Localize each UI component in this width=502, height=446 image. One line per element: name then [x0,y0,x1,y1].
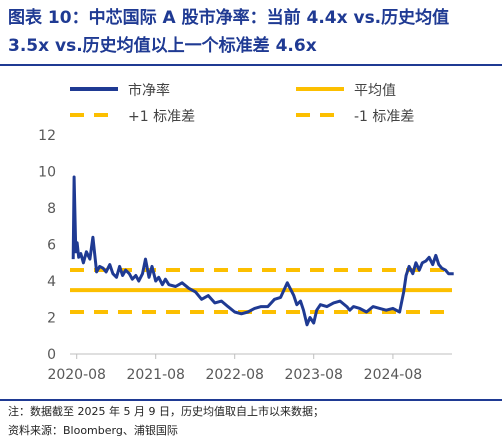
x-tick-label: 2020-08 [47,367,106,383]
x-tick-label: 2022-08 [205,367,264,383]
y-tick-label: 12 [38,128,56,144]
title-divider [0,64,502,66]
y-axis: 0 2 4 6 8 10 12 [38,128,56,363]
legend-label-pb: 市净率 [128,82,170,99]
legend: 市净率 平均值 +1 标准差 -1 标准差 [70,82,414,125]
x-tick-label: 2023-08 [284,367,343,383]
footer-divider [0,399,502,401]
footnote: 注：数据截至 2025 年 5 月 9 日，历史均值取自上市以来数据； [8,405,324,418]
series-line-pb [71,175,454,327]
legend-label-minus-1sd: -1 标准差 [354,109,414,125]
y-tick-label: 4 [47,274,56,290]
y-tick-label: 2 [47,311,56,327]
y-tick-label: 10 [38,165,56,181]
x-tick-label: 2021-08 [126,367,185,383]
reference-lines [70,268,452,315]
x-tick-label: 2024-08 [364,367,423,383]
y-tick-label: 6 [47,238,56,254]
legend-label-mean: 平均值 [354,83,396,99]
legend-label-plus-1sd: +1 标准差 [128,109,195,125]
y-tick-label: 0 [47,347,56,363]
source-note: 资料来源：Bloomberg、浦银国际 [8,424,178,437]
x-axis: 2020-08 2021-08 2022-08 2023-08 2024-08 [47,353,452,383]
chart-title: 图表 10：中芯国际 A 股市净率：当前 4.4x vs.历史均值 3.5x v… [8,8,450,56]
y-tick-label: 8 [47,201,56,217]
